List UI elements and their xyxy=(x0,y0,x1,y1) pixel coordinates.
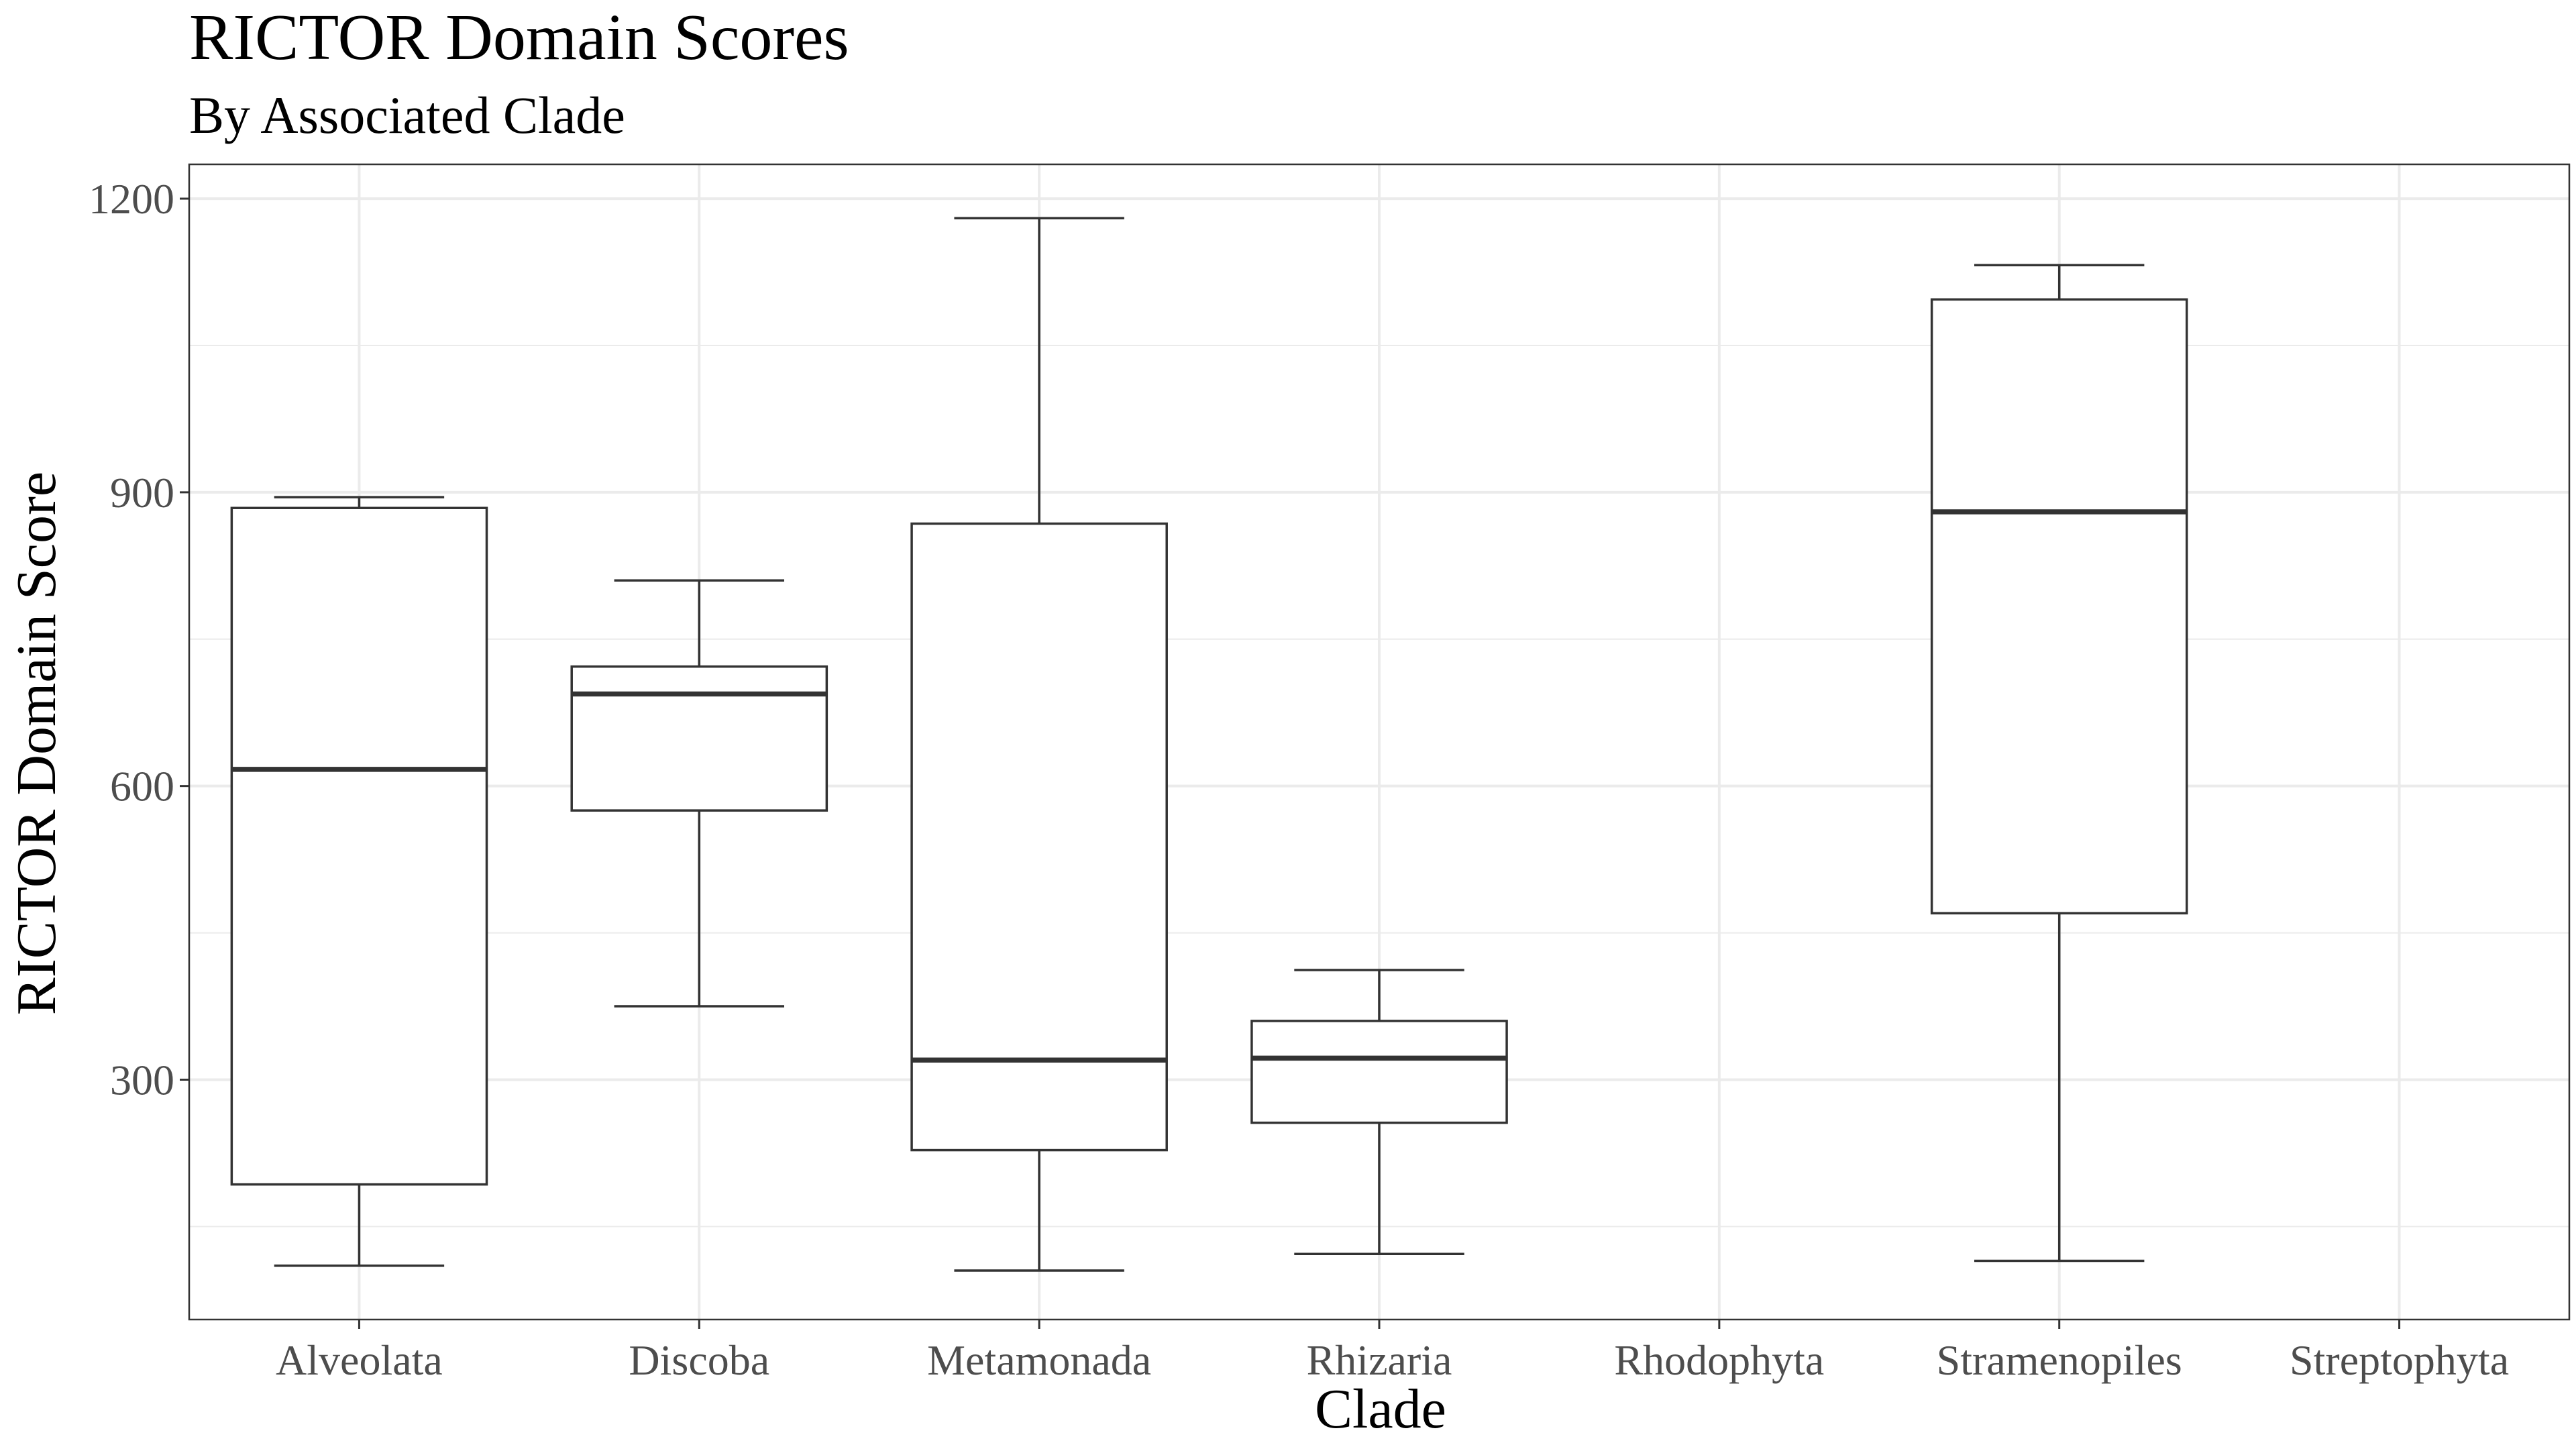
box-layer xyxy=(230,217,2188,1272)
chart-subtitle: By Associated Clade xyxy=(189,86,625,144)
iqr-box xyxy=(230,506,488,1186)
iqr-box xyxy=(1930,298,2188,915)
y-tick-label: 1200 xyxy=(89,175,174,223)
box-stramenopiles xyxy=(1930,264,2188,1263)
x-tick-label: Alveolata xyxy=(276,1336,443,1384)
x-tick-label: Stramenopiles xyxy=(1937,1336,2182,1384)
box-discoba xyxy=(570,579,828,1008)
chart-title: RICTOR Domain Scores xyxy=(189,1,849,74)
iqr-box xyxy=(1250,1020,1508,1124)
x-tick-label: Streptophyta xyxy=(2290,1336,2509,1384)
x-tick-label: Rhodophyta xyxy=(1614,1336,1824,1384)
box-rhizaria xyxy=(1250,969,1508,1255)
y-tick-label: 900 xyxy=(110,469,174,517)
box-metamonada xyxy=(910,217,1168,1272)
x-tick-label: Rhizaria xyxy=(1307,1336,1452,1384)
y-tick-label: 300 xyxy=(110,1056,174,1104)
x-axis-title: Clade xyxy=(1315,1378,1446,1440)
box-alveolata xyxy=(230,496,488,1267)
axis-layer: 300 600 900 1200 Alveolata Discoba Metamonada R… xyxy=(89,175,2509,1384)
x-tick-label: Discoba xyxy=(629,1336,769,1384)
x-tick-label: Metamonada xyxy=(927,1336,1151,1384)
y-axis-title: RICTOR Domain Score xyxy=(5,472,68,1015)
y-tick-label: 600 xyxy=(110,763,174,810)
iqr-box xyxy=(910,522,1168,1152)
iqr-box xyxy=(570,665,828,812)
